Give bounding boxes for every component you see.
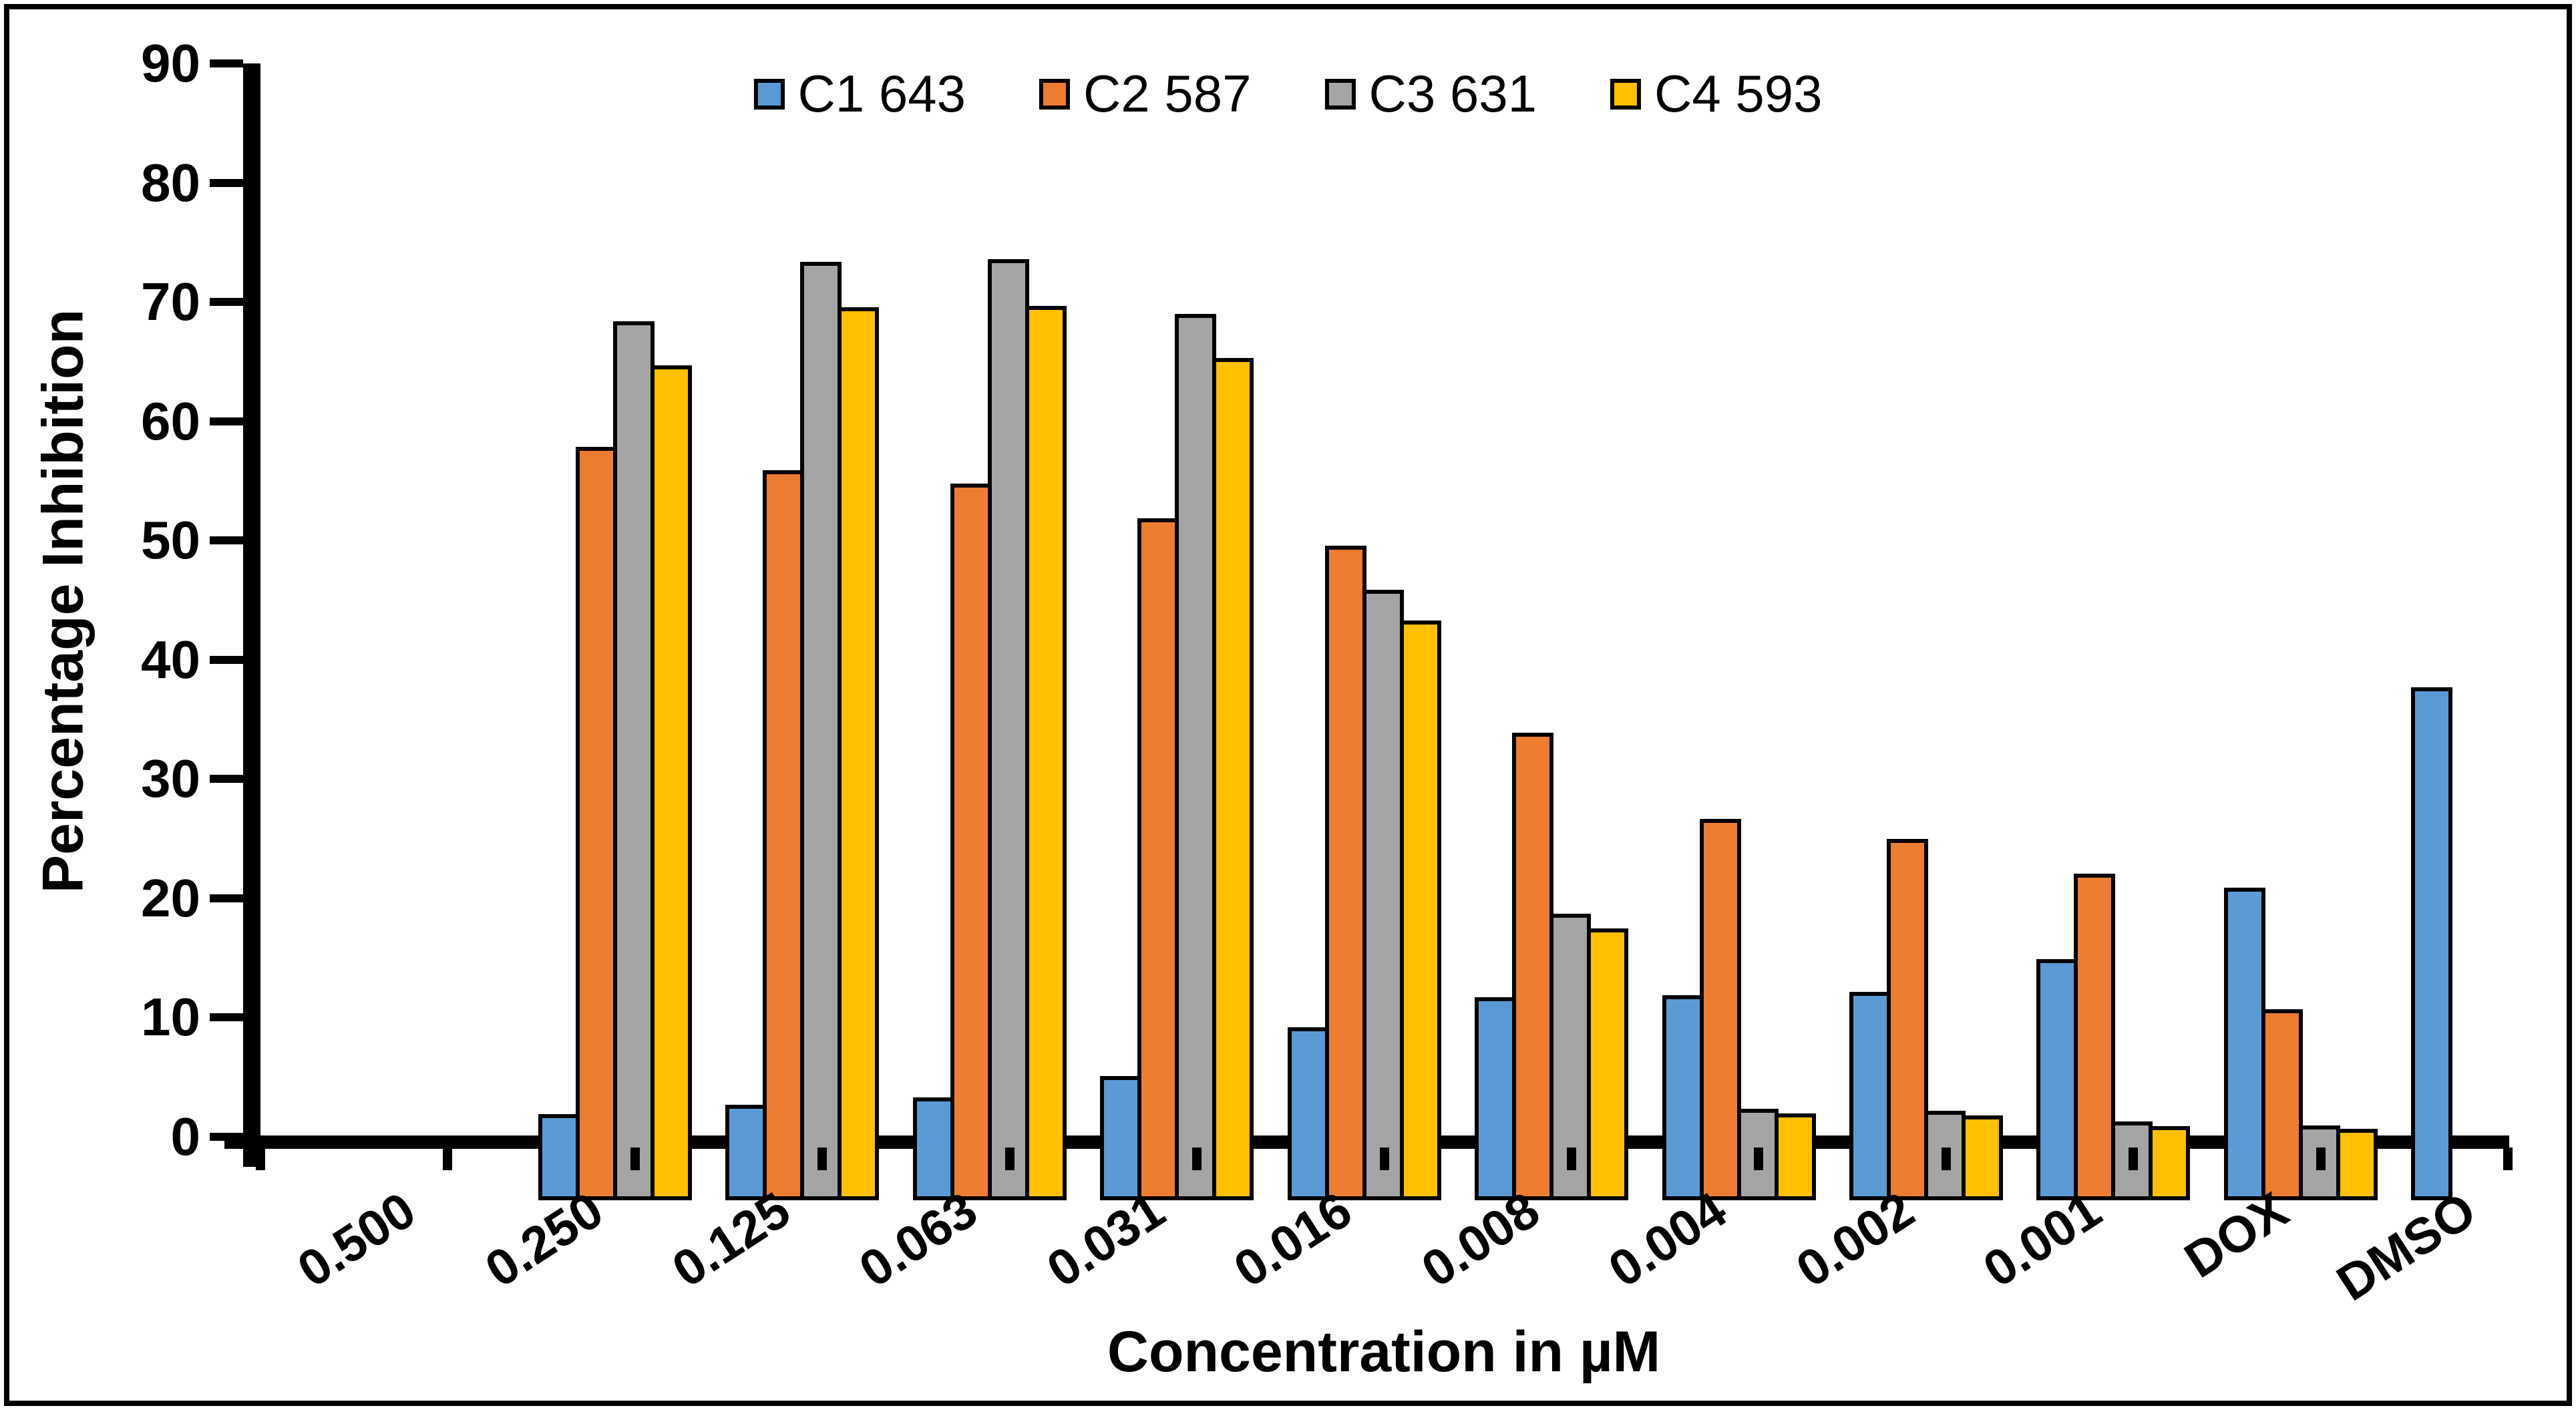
x-axis-tick bbox=[1566, 1148, 1576, 1170]
bar-c4-0.250 bbox=[838, 307, 880, 1200]
bar-c2-0.031 bbox=[1324, 546, 1366, 1200]
y-axis-tick bbox=[210, 775, 243, 783]
y-axis-tick-label: 40 bbox=[141, 629, 200, 689]
bar-c2-0.500 bbox=[576, 447, 617, 1200]
bar-c3-0.063 bbox=[1175, 314, 1217, 1200]
y-axis-tick bbox=[210, 178, 243, 187]
bar-c4-0.008 bbox=[1774, 1113, 1816, 1200]
y-axis-tick-label: 70 bbox=[141, 272, 200, 332]
bar-c2-0.016 bbox=[1512, 733, 1554, 1200]
y-axis-tick bbox=[210, 1133, 243, 1141]
bar-c1-0.008 bbox=[1662, 995, 1704, 1200]
bar-c4-0.004 bbox=[1961, 1115, 2003, 1200]
x-axis-tick bbox=[2316, 1148, 2326, 1170]
legend-item: C2 587 bbox=[1039, 63, 1252, 124]
legend-swatch bbox=[1324, 78, 1356, 110]
bar-c4-0.125 bbox=[1025, 306, 1067, 1200]
legend-label: C3 631 bbox=[1368, 64, 1537, 123]
y-axis-tick bbox=[210, 536, 243, 545]
bar-c4-0.001 bbox=[2336, 1129, 2378, 1200]
y-axis-tick-label: 10 bbox=[141, 987, 200, 1047]
bar-c2-0.001 bbox=[2261, 1009, 2303, 1200]
bar-c2-0.125 bbox=[950, 484, 992, 1200]
bar-c3-0.031 bbox=[1362, 590, 1404, 1200]
legend-item: C1 643 bbox=[753, 63, 966, 124]
bar-c3-0.250 bbox=[800, 262, 842, 1200]
y-axis-tick-label: 60 bbox=[141, 391, 200, 451]
bar-c3-0.125 bbox=[987, 259, 1029, 1200]
y-axis-line bbox=[243, 63, 260, 1167]
legend-swatch bbox=[753, 78, 785, 110]
bar-c1-dox bbox=[2411, 687, 2453, 1200]
y-axis-tick bbox=[210, 1013, 243, 1022]
plot-area bbox=[260, 63, 2508, 1200]
y-axis-tick bbox=[210, 417, 243, 425]
x-axis-tick bbox=[630, 1148, 640, 1170]
y-axis-tick-label: 90 bbox=[141, 33, 200, 93]
y-axis-tick-label: 0 bbox=[170, 1107, 201, 1166]
bar-c1-0.001 bbox=[2223, 888, 2265, 1200]
bar-c2-0.063 bbox=[1137, 518, 1179, 1200]
bar-c1-0.002 bbox=[2036, 959, 2078, 1200]
legend: C1 643 C2 587 C3 631 C4 593 bbox=[753, 63, 1823, 124]
bar-c3-0.500 bbox=[613, 321, 655, 1200]
bar-c4-0.016 bbox=[1587, 928, 1629, 1200]
y-axis-tick bbox=[210, 655, 243, 664]
y-axis-tick bbox=[210, 894, 243, 902]
legend-item: C3 631 bbox=[1324, 63, 1537, 124]
legend-label: C2 587 bbox=[1083, 64, 1252, 123]
y-axis-tick-label: 80 bbox=[141, 152, 200, 212]
x-axis-tick bbox=[256, 1148, 265, 1170]
bar-c4-0.500 bbox=[651, 365, 692, 1200]
bar-c1-0.063 bbox=[1100, 1076, 1142, 1200]
bar-c2-0.008 bbox=[1699, 819, 1741, 1200]
legend-swatch bbox=[1610, 78, 1642, 110]
bar-c1-0.031 bbox=[1287, 1027, 1329, 1200]
bar-c4-0.063 bbox=[1212, 358, 1254, 1200]
bar-c2-0.002 bbox=[2074, 874, 2116, 1200]
x-axis-tick bbox=[817, 1148, 827, 1170]
x-axis-tick bbox=[1192, 1148, 1202, 1170]
legend-label: C4 593 bbox=[1654, 64, 1823, 123]
bar-c4-0.031 bbox=[1399, 621, 1441, 1200]
bar-c2-0.250 bbox=[763, 470, 805, 1200]
bar-c4-0.002 bbox=[2149, 1126, 2191, 1200]
bar-c1-0.004 bbox=[1849, 992, 1891, 1200]
x-axis-tick bbox=[2503, 1148, 2513, 1170]
y-axis-tick-label: 50 bbox=[141, 510, 200, 570]
y-axis-tick-label: 30 bbox=[141, 749, 200, 809]
x-axis-tick bbox=[443, 1148, 453, 1170]
x-axis-tick bbox=[1379, 1148, 1389, 1170]
legend-label: C1 643 bbox=[797, 64, 966, 123]
bar-c1-0.016 bbox=[1475, 997, 1517, 1200]
y-axis-tick bbox=[210, 298, 243, 307]
x-axis-tick bbox=[1754, 1148, 1764, 1170]
legend-item: C4 593 bbox=[1610, 63, 1823, 124]
x-axis-title: Concentration in µM bbox=[1107, 1320, 1661, 1384]
x-axis-tick bbox=[2129, 1148, 2139, 1170]
y-axis-tick-label: 20 bbox=[141, 868, 200, 928]
y-axis-tick bbox=[210, 59, 243, 67]
x-axis-tick bbox=[1941, 1148, 1951, 1170]
x-axis-tick bbox=[1004, 1148, 1015, 1170]
bar-c2-0.004 bbox=[1886, 839, 1928, 1200]
legend-swatch bbox=[1039, 78, 1070, 110]
